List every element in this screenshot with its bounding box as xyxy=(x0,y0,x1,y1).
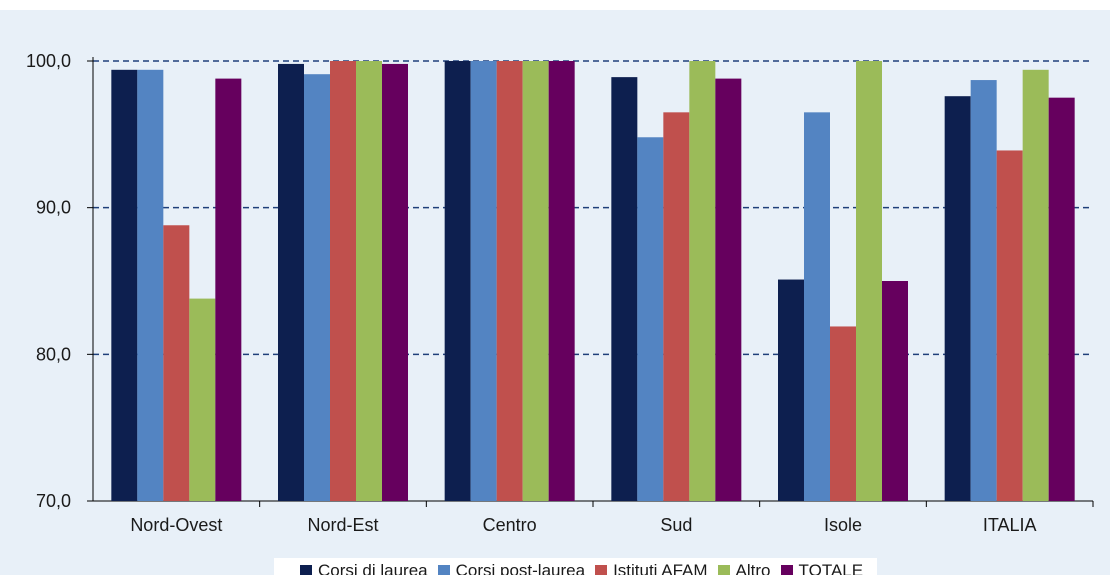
bar xyxy=(215,78,242,501)
bar xyxy=(1022,69,1049,502)
chart-legend: Corsi di laurea Corsi post-laurea Istituti… xyxy=(274,558,878,575)
legend-item: TOTALE xyxy=(780,561,864,575)
bar xyxy=(663,112,690,501)
bar xyxy=(830,326,856,501)
y-tick-label: 90,0 xyxy=(36,198,71,218)
legend-swatch xyxy=(595,565,608,575)
bar xyxy=(778,279,804,501)
legend-swatch xyxy=(300,565,312,575)
bar xyxy=(382,63,408,501)
y-tick-label: 100,0 xyxy=(26,51,71,71)
legend-item: Istituti AFAM xyxy=(595,561,708,575)
legend-swatch xyxy=(780,565,793,575)
bar xyxy=(356,61,382,501)
legend-label: Altro xyxy=(735,561,771,575)
bar xyxy=(804,112,830,501)
legend-label: Corsi post-laurea xyxy=(455,561,586,575)
bar xyxy=(189,298,216,501)
x-tick-label: Nord-Ovest xyxy=(130,515,222,535)
x-tick-label: Isole xyxy=(824,515,862,535)
bar-chart: 70,0 80,0 90,0 100,0 Nord-Ovest Nord-Est Centr… xyxy=(26,51,1094,535)
bar xyxy=(611,77,638,501)
x-tick-label: Sud xyxy=(660,515,692,535)
legend-item: Altro xyxy=(717,561,771,575)
legend-swatch xyxy=(717,565,730,575)
bar xyxy=(996,150,1023,501)
bar xyxy=(548,61,575,501)
bar xyxy=(137,69,164,502)
bar xyxy=(856,61,882,501)
y-tick-label: 70,0 xyxy=(36,491,71,511)
bar xyxy=(470,61,497,501)
bar xyxy=(330,61,356,501)
bar xyxy=(970,80,997,502)
bar xyxy=(496,61,523,501)
legend-label: Corsi di laurea xyxy=(318,561,428,575)
legend-label: TOTALE xyxy=(798,561,864,575)
bar xyxy=(944,96,971,501)
chart-panel: 70,0 80,0 90,0 100,0 Nord-Ovest Nord-Est Centr… xyxy=(0,10,1110,575)
bar xyxy=(522,61,549,501)
bar xyxy=(163,225,190,501)
legend-label: Istituti AFAM xyxy=(613,561,708,575)
legend-item: Corsi di laurea xyxy=(300,561,428,575)
bar xyxy=(882,281,908,501)
x-tick-label: Centro xyxy=(483,515,537,535)
bar xyxy=(444,61,471,501)
y-tick-label: 80,0 xyxy=(36,344,71,364)
x-tick-label: Nord-Est xyxy=(307,515,378,535)
x-tick-label: ITALIA xyxy=(983,515,1037,535)
bar xyxy=(637,137,664,501)
bar xyxy=(1048,97,1075,502)
bar xyxy=(304,74,330,501)
bar xyxy=(111,69,138,502)
bar xyxy=(278,63,304,501)
bar xyxy=(715,78,742,501)
bar xyxy=(689,61,716,501)
legend-swatch xyxy=(437,565,450,575)
legend-item: Corsi post-laurea xyxy=(437,561,586,575)
